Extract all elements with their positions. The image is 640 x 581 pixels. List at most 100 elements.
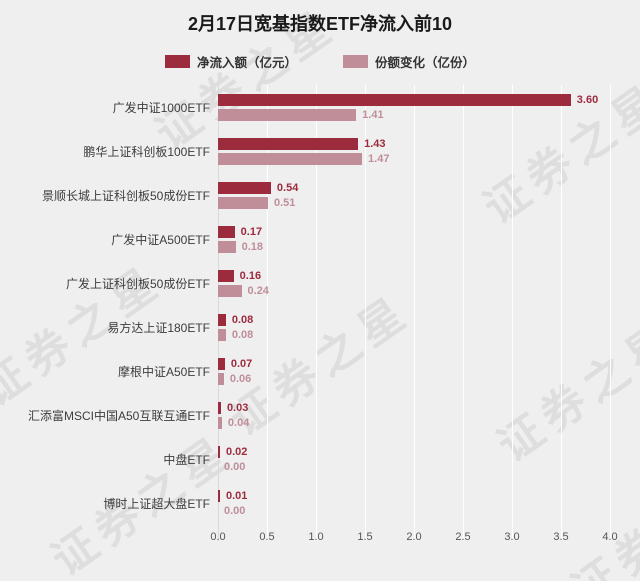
gridline	[414, 85, 415, 541]
bar-group: 0.08 0.08	[218, 313, 610, 341]
bar-net-inflow	[218, 401, 221, 414]
category-label: 景顺长城上证科创板50成份ETF	[41, 188, 210, 203]
bar-line-share-change: 0.00	[218, 505, 610, 517]
bar-line-share-change: 0.06	[218, 372, 610, 385]
bar-line-share-change: 0.18	[218, 240, 610, 253]
value-label-net-inflow: 1.43	[364, 137, 386, 150]
bar-line-net-inflow: 0.16	[218, 269, 610, 282]
bar-chart: 广发中证1000ETF 3.60 1.41 鹏华上证科创板100ETF 1.43 1.47…	[0, 85, 640, 549]
bar-net-inflow	[218, 489, 220, 502]
bar-group: 0.54 0.51	[218, 181, 610, 209]
bar-line-share-change: 0.24	[218, 284, 610, 297]
bar-net-inflow	[218, 181, 271, 194]
bar-group: 0.02 0.00	[218, 445, 610, 473]
x-tick-label: 1.5	[357, 531, 373, 543]
value-label-net-inflow: 3.60	[576, 93, 599, 106]
bar-share-change	[218, 284, 242, 297]
chart-row: 广发中证1000ETF 3.60 1.41	[0, 85, 640, 129]
bar-net-inflow	[218, 137, 359, 150]
x-tick-label: 2.5	[455, 531, 471, 543]
bar-line-net-inflow: 0.02	[218, 445, 610, 458]
value-label-share-change: 1.41	[362, 108, 384, 121]
category-label: 广发中证1000ETF	[112, 100, 210, 115]
bar-net-inflow	[218, 357, 225, 370]
bar-line-share-change: 1.47	[218, 152, 610, 165]
gridline	[316, 85, 317, 541]
chart-row: 广发中证A500ETF 0.17 0.18	[0, 217, 640, 261]
bar-share-change	[218, 240, 236, 253]
chart-row: 易方达上证180ETF 0.08 0.08	[0, 305, 640, 349]
bar-group: 1.43 1.47	[218, 137, 610, 165]
value-label-net-inflow: 0.16	[239, 269, 262, 282]
bar-group: 0.17 0.18	[218, 225, 610, 253]
value-label-net-inflow: 0.54	[276, 181, 299, 194]
bar-group: 0.16 0.24	[218, 269, 610, 297]
x-tick-label: 3.5	[553, 531, 569, 543]
legend-label-share-change: 份额变化（亿份）	[375, 56, 476, 70]
gridlines	[218, 85, 611, 541]
legend-item-share-change: 份额变化（亿份）	[343, 52, 475, 71]
bar-line-net-inflow: 3.60	[218, 93, 610, 106]
gridline	[267, 85, 268, 541]
bar-net-inflow	[218, 93, 571, 106]
gridline	[610, 85, 611, 541]
x-tick-label: 3.0	[504, 531, 520, 543]
bar-line-net-inflow: 0.03	[218, 401, 610, 414]
x-axis: 0.0 0.5 1.0 1.5 2.0 2.5 3.0 3.5 4.0	[210, 531, 617, 549]
rows: 广发中证1000ETF 3.60 1.41 鹏华上证科创板100ETF 1.43 1.47…	[0, 85, 640, 525]
bar-share-change	[218, 108, 357, 121]
bar-share-change	[218, 196, 268, 209]
bar-net-inflow	[218, 313, 226, 326]
bar-line-net-inflow: 0.08	[218, 313, 610, 326]
bar-group: 0.03 0.04	[218, 401, 610, 429]
value-label-net-inflow: 0.08	[231, 313, 254, 326]
x-tick-label: 4.0	[602, 531, 618, 543]
bar-line-net-inflow: 0.17	[218, 225, 610, 238]
category-label: 博时上证超大盘ETF	[103, 496, 210, 511]
bar-line-share-change: 0.00	[218, 461, 610, 473]
chart-row: 博时上证超大盘ETF 0.01 0.00	[0, 481, 640, 525]
chart-row: 景顺长城上证科创板50成份ETF 0.54 0.51	[0, 173, 640, 217]
value-label-net-inflow: 0.17	[240, 225, 263, 238]
bar-group: 0.01 0.00	[218, 489, 610, 517]
gridline	[561, 85, 562, 541]
bar-line-share-change: 1.41	[218, 108, 610, 121]
legend: 净流入额（亿元） 份额变化（亿份）	[0, 52, 640, 71]
legend-label-net-inflow: 净流入额（亿元）	[196, 56, 297, 70]
bar-share-change	[218, 416, 222, 429]
gridline	[365, 85, 366, 541]
chart-row: 摩根中证A50ETF 0.07 0.06	[0, 349, 640, 393]
bar-line-share-change: 0.51	[218, 196, 610, 209]
bar-net-inflow	[218, 269, 234, 282]
chart-row: 中盘ETF 0.02 0.00	[0, 437, 640, 481]
bar-line-share-change: 0.04	[218, 416, 610, 429]
value-label-net-inflow: 0.03	[226, 401, 249, 414]
bar-share-change	[218, 152, 363, 165]
value-label-share-change: 0.18	[241, 240, 264, 253]
chart-title: 2月17日宽基指数ETF净流入前10	[187, 14, 453, 34]
bar-line-net-inflow: 0.07	[218, 357, 610, 370]
value-label-share-change: 0.51	[273, 196, 296, 209]
x-tick-label: 0.0	[210, 531, 226, 543]
x-tick-label: 1.0	[308, 531, 324, 543]
gridline	[512, 85, 513, 541]
category-label: 广发上证科创板50成份ETF	[65, 276, 210, 291]
legend-swatch-net-inflow	[164, 55, 190, 68]
value-label-share-change: 1.47	[368, 152, 390, 165]
bar-share-change	[218, 372, 224, 385]
category-label: 广发中证A500ETF	[111, 232, 210, 247]
value-label-net-inflow: 0.01	[226, 489, 248, 502]
value-label-share-change: 0.08	[231, 328, 254, 341]
value-label-share-change: 0.00	[224, 504, 246, 517]
bar-line-net-inflow: 1.43	[218, 137, 610, 150]
value-label-share-change: 0.24	[247, 284, 269, 297]
value-label-net-inflow: 0.07	[230, 357, 253, 370]
bar-share-change	[218, 328, 226, 341]
value-label-share-change: 0.06	[229, 372, 252, 385]
value-label-net-inflow: 0.02	[226, 445, 248, 458]
value-label-share-change: 0.00	[224, 460, 246, 473]
value-label-share-change: 0.04	[227, 416, 250, 429]
legend-swatch-share-change	[343, 55, 368, 68]
gridline	[463, 85, 464, 541]
bar-line-net-inflow: 0.54	[218, 181, 610, 194]
